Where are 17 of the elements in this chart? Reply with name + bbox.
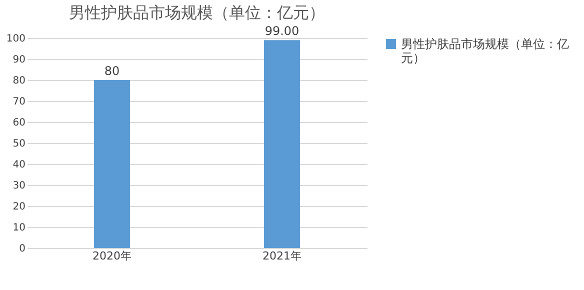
chart-title: 男性护肤品市场规模（单位：亿元） <box>69 3 325 22</box>
y-tick-label: 70 <box>12 96 26 108</box>
y-tick-label: 50 <box>12 138 26 150</box>
y-tick-label: 40 <box>12 160 26 170</box>
data-label: 80 <box>104 64 120 78</box>
y-tick-label: 0 <box>19 244 26 254</box>
y-tick-label: 10 <box>12 222 26 234</box>
x-tick-label: 2021年 <box>262 250 302 262</box>
data-label: 99.00 <box>264 24 300 38</box>
x-tick-label: 2020年 <box>92 250 132 262</box>
y-tick-label: 100 <box>6 34 26 44</box>
y-tick-label: 60 <box>12 118 26 128</box>
y-tick-label: 30 <box>12 180 26 192</box>
y-tick-label: 20 <box>12 202 26 212</box>
y-tick-label: 90 <box>12 54 26 66</box>
legend-label: 男性护肤品市场规模（单位：亿元） <box>401 37 569 65</box>
y-tick-label: 80 <box>12 76 26 86</box>
